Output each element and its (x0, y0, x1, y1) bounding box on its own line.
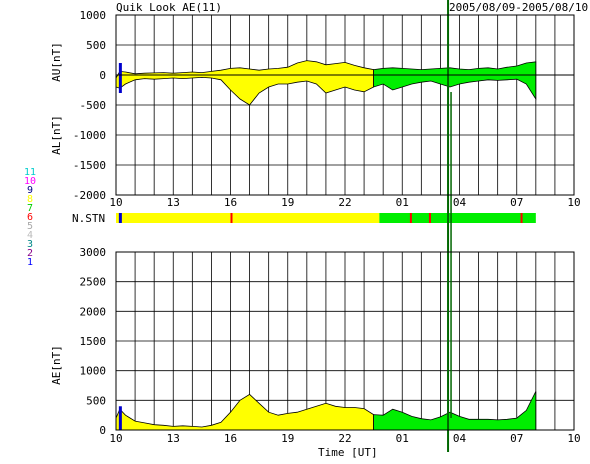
x-tick-label: 22 (338, 432, 351, 445)
legend-station-5: 5 (27, 221, 33, 232)
legend-station-2: 2 (27, 248, 33, 259)
y-tick-label: -1500 (73, 159, 106, 172)
x-tick-label: 22 (338, 196, 351, 209)
y-tick-label: 2500 (80, 276, 107, 289)
legend-station-8: 8 (27, 194, 33, 205)
y-tick-label: 0 (99, 69, 106, 82)
top-panel-areas (115, 60, 537, 106)
legend-station-10: 10 (24, 176, 36, 187)
y-tick-label: -500 (80, 99, 107, 112)
y-tick-label: 500 (86, 39, 106, 52)
x-tick-label: 04 (453, 196, 467, 209)
station-marker-bottom (118, 406, 122, 430)
x-tick-label: 13 (167, 432, 180, 445)
y-tick-label: 0 (99, 424, 106, 437)
x-tick-label: 04 (453, 432, 467, 445)
au-al-area-active (373, 61, 537, 101)
legend-station-7: 7 (27, 203, 33, 214)
x-tick-label: 07 (510, 196, 523, 209)
x-tick-label: 01 (396, 432, 409, 445)
x-tick-label: 10 (567, 432, 580, 445)
stn-bar-change-marker (409, 213, 412, 223)
y-tick-label: 500 (86, 394, 106, 407)
y-tick-label: 1000 (80, 365, 107, 378)
x-tick-label: 10 (109, 196, 122, 209)
x-tick-label: 07 (510, 432, 523, 445)
y-tick-label: 1000 (80, 9, 107, 22)
panel-frames (115, 14, 575, 431)
x-tick-label: 01 (396, 196, 409, 209)
au-al-area-quiet (115, 60, 374, 106)
x-tick-label: 19 (281, 432, 294, 445)
top-panel-frame (115, 14, 575, 196)
stn-bar-change-marker (230, 213, 233, 223)
x-tick-label: 10 (109, 432, 122, 445)
legend-station-6: 6 (27, 212, 33, 223)
bottom-panel-frame (115, 251, 575, 431)
station-bar-label: N.STN (72, 212, 105, 225)
al-axis-label: AL[nT] (50, 115, 63, 155)
station-marker-top (118, 63, 122, 93)
x-tick-label: 13 (167, 196, 180, 209)
stn-bar-change-marker (428, 213, 431, 223)
ae-axis-label: AE[nT] (50, 345, 63, 385)
ae-area-quiet (115, 393, 374, 431)
stn-bar-quiet (116, 213, 380, 223)
top-panel-grid (116, 15, 574, 195)
y-tick-label: 2000 (80, 305, 107, 318)
legend-station-4: 4 (27, 230, 33, 241)
ae-area-active (373, 391, 537, 431)
bottom-panel-grid (116, 252, 574, 430)
legend-station-1: 1 (27, 257, 33, 268)
y-tick-label: 1500 (80, 335, 107, 348)
stn-bar-active (379, 213, 536, 223)
y-tick-label: 3000 (80, 246, 107, 259)
legend-station-11: 11 (24, 167, 36, 178)
legend-station-3: 3 (27, 239, 33, 250)
x-tick-label: 16 (224, 432, 237, 445)
x-tick-label: 10 (567, 196, 580, 209)
stn-bar-change-marker (520, 213, 523, 223)
axis-labels: 1000 500 0 -500 -1000 -1500 -2000 3000 2500 2000 1… (73, 9, 581, 445)
legend-station-9: 9 (27, 185, 33, 196)
y-tick-label: -1000 (73, 129, 106, 142)
x-axis-title: Time [UT] (318, 446, 378, 459)
chart-title: Quik Look AE(11) (116, 1, 222, 14)
x-tick-label: 16 (224, 196, 237, 209)
date-range: 2005/08/09-2005/08/10 (449, 1, 588, 14)
au-axis-label: AU[nT] (50, 42, 63, 82)
stn-bar-station-marker (118, 213, 122, 223)
y-tick-label: -2000 (73, 189, 106, 202)
x-tick-label: 19 (281, 196, 294, 209)
